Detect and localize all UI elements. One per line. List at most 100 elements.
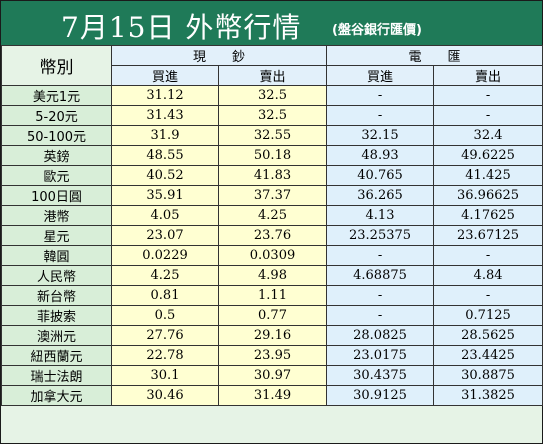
cash-buy-header: 買進 [111, 65, 219, 86]
currency-name: 港幣 [1, 205, 112, 226]
cash-buy-cell: 35.91 [111, 185, 219, 206]
table-row: 瑞士法朗 30.1 30.97 30.4375 30.8875 [1, 365, 543, 386]
cash-buy-cell: 31.12 [111, 85, 219, 106]
currency-name: 美元1元 [1, 85, 112, 106]
wire-buy-cell: - [326, 245, 435, 266]
cash-sell-cell: 4.25 [217, 205, 328, 226]
page-subtitle: (盤谷銀行匯價) [332, 23, 422, 38]
wire-buy-cell: 28.0825 [326, 325, 435, 346]
cash-buy-cell: 48.55 [111, 145, 219, 166]
cash-sell-cell: 29.16 [217, 325, 328, 346]
currency-name: 新台幣 [1, 285, 112, 306]
cash-sell-cell: 0.0309 [217, 245, 328, 266]
table-row: 美元1元 31.12 32.5- - [1, 85, 543, 106]
cash-sell-cell: 32.55 [217, 125, 328, 146]
currency-name: 星元 [1, 225, 112, 246]
wire-buy-cell: 23.0175 [326, 345, 435, 366]
cash-sell-cell: 23.76 [217, 225, 328, 246]
cash-sell-cell: 23.95 [217, 345, 328, 366]
cash-buy-cell: 27.76 [111, 325, 219, 346]
wire-sell-cell: 49.6225 [433, 145, 543, 166]
cash-buy-cell: 40.52 [111, 165, 219, 186]
table-row: 50-100元 31.9 32.55 32.15 32.4 [1, 125, 543, 146]
wire-sell-header: 賣出 [433, 65, 543, 86]
table-row: 英鎊 48.55 50.18 48.93 49.6225 [1, 145, 543, 166]
table-row: 紐西蘭元 22.78 23.95 23.0175 23.4425 [1, 345, 543, 366]
wire-buy-cell: 4.68875 [326, 265, 435, 286]
table-row: 港幣 4.05 4.25 4.13 4.17625 [1, 205, 543, 226]
cash-buy-cell: 22.78 [111, 345, 219, 366]
wire-sell-cell: - [433, 85, 543, 106]
cash-sell-cell: 50.18 [217, 145, 328, 166]
cash-sell-cell: 4.98 [217, 265, 328, 286]
cash-group-header: 現 鈔 [110, 45, 328, 66]
currency-name: 人民幣 [1, 265, 112, 286]
currency-name: 澳洲元 [1, 325, 112, 346]
title-bar: 7月15日 外幣行情 (盤谷銀行匯價) [1, 1, 542, 45]
currency-name: 菲披索 [1, 305, 112, 326]
cash-buy-cell: 0.5 [111, 305, 219, 326]
corner-header: 幣別 [1, 45, 112, 86]
cash-buy-cell: 0.81 [111, 285, 219, 306]
cash-sell-cell: 1.11 [217, 285, 328, 306]
table-row: 澳洲元 27.76 29.16 28.0825 28.5625 [1, 325, 543, 346]
wire-sell-cell: 32.4 [433, 125, 543, 146]
table-row: 100日圓 35.91 37.37 36.265 36.96625 [1, 185, 543, 206]
wire-buy-cell: 48.93 [326, 145, 435, 166]
wire-sell-cell: 4.17625 [433, 205, 543, 226]
cash-buy-cell: 30.46 [111, 385, 219, 406]
cash-buy-cell: 0.0229 [111, 245, 219, 266]
currency-name: 瑞士法朗 [1, 365, 112, 386]
wire-buy-cell: - [326, 85, 435, 106]
wire-buy-cell: 23.25375 [326, 225, 435, 246]
cash-sell-cell: 30.97 [217, 365, 328, 386]
page-title: 7月15日 外幣行情 [61, 11, 302, 44]
wire-sell-cell: 23.4425 [433, 345, 543, 366]
currency-name: 50-100元 [1, 125, 112, 146]
wire-sell-cell: 31.3825 [433, 385, 543, 406]
wire-buy-header: 買進 [326, 65, 435, 86]
wire-sell-cell: - [433, 105, 543, 126]
cash-sell-cell: 31.49 [217, 385, 328, 406]
table-row: 加拿大元 30.46 31.49 30.9125 31.3825 [1, 385, 543, 406]
wire-sell-cell: 0.7125 [433, 305, 543, 326]
wire-sell-cell: 23.67125 [433, 225, 543, 246]
table-body: 美元1元 31.12 32.5- -5-20元 31.43 32.5- -50-100元 31… [1, 85, 543, 406]
currency-name: 歐元 [1, 165, 112, 186]
wire-sell-cell: - [433, 285, 543, 306]
wire-sell-cell: 4.84 [433, 265, 543, 286]
cash-buy-cell: 30.1 [111, 365, 219, 386]
wire-buy-cell: 40.765 [326, 165, 435, 186]
wire-buy-cell: - [326, 105, 435, 126]
wire-sell-cell: 28.5625 [433, 325, 543, 346]
wire-sell-cell: 30.8875 [433, 365, 543, 386]
table-group-header-row: 幣別 現 鈔 電 匯 [1, 45, 543, 86]
currency-name: 韓圓 [1, 245, 112, 266]
cash-buy-cell: 31.43 [111, 105, 219, 126]
cash-sell-header: 賣出 [217, 65, 328, 86]
wire-buy-cell: 30.4375 [326, 365, 435, 386]
wire-sell-cell: 41.425 [433, 165, 543, 186]
wire-group-header: 電 匯 [326, 45, 543, 66]
currency-name: 英鎊 [1, 145, 112, 166]
wire-buy-cell: - [326, 285, 435, 306]
wire-sell-cell: 36.96625 [433, 185, 543, 206]
currency-name: 紐西蘭元 [1, 345, 112, 366]
exchange-rate-table: 幣別 現 鈔 電 匯 買進 賣出 買進 賣出 美元1元 31.12 32.5- -5-… [1, 45, 543, 406]
table-sub-header-row: 買進 賣出 買進 賣出 [2, 65, 543, 86]
table-row: 5-20元 31.43 32.5- - [1, 105, 543, 126]
wire-buy-cell: 36.265 [326, 185, 435, 206]
currency-name: 加拿大元 [1, 385, 112, 406]
cash-buy-cell: 4.25 [111, 265, 219, 286]
wire-buy-cell: 4.13 [326, 205, 435, 226]
cash-buy-cell: 31.9 [111, 125, 219, 146]
currency-name: 100日圓 [1, 185, 112, 206]
wire-buy-cell: - [326, 305, 435, 326]
wire-sell-cell: - [433, 245, 543, 266]
cash-sell-cell: 32.5 [217, 105, 328, 126]
wire-buy-cell: 30.9125 [326, 385, 435, 406]
table-row: 新台幣 0.81 1.11- - [1, 285, 543, 306]
table-row: 菲披索 0.5 0.77-0.7125 [1, 305, 543, 326]
table-row: 歐元 40.52 41.83 40.765 41.425 [1, 165, 543, 186]
